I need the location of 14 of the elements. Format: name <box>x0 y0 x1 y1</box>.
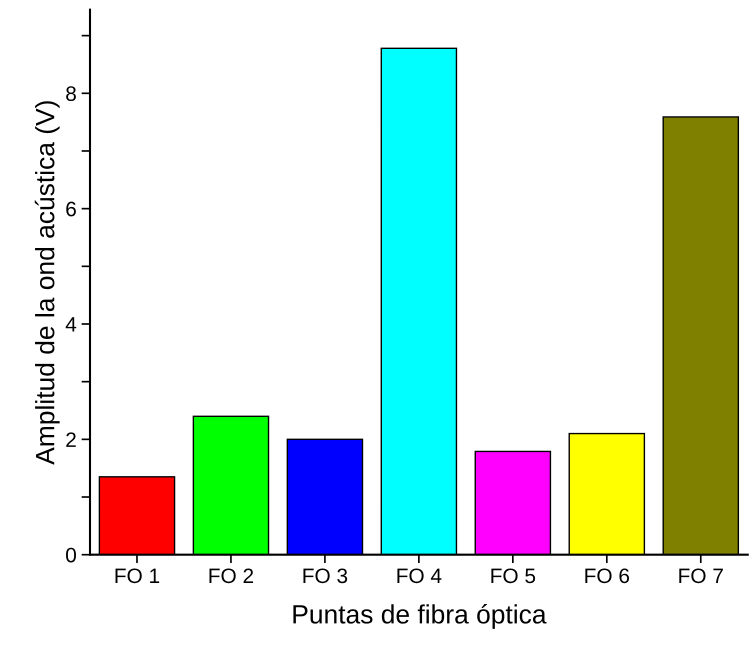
x-tick-label: FO 1 <box>116 568 160 584</box>
y-tick-label: 6 <box>66 202 76 216</box>
x-tick-label: FO 3 <box>303 568 348 584</box>
x-tick-label: FO 4 <box>397 568 442 584</box>
y-tick-label: 4 <box>66 317 76 332</box>
x-tick-label: FO 6 <box>585 568 630 584</box>
y-axis-title: Amplitud de la ond acústica (V) <box>34 101 60 465</box>
y-tick-label: 2 <box>66 432 76 447</box>
x-axis-title: Puntas de fibra óptica <box>293 604 547 629</box>
y-tick-label: 0 <box>66 548 76 562</box>
x-tick-label: FO 5 <box>491 568 536 584</box>
x-tick-label: FO 7 <box>679 568 723 584</box>
x-tick-label: FO 2 <box>210 568 254 584</box>
y-tick-label: 8 <box>66 86 76 102</box>
